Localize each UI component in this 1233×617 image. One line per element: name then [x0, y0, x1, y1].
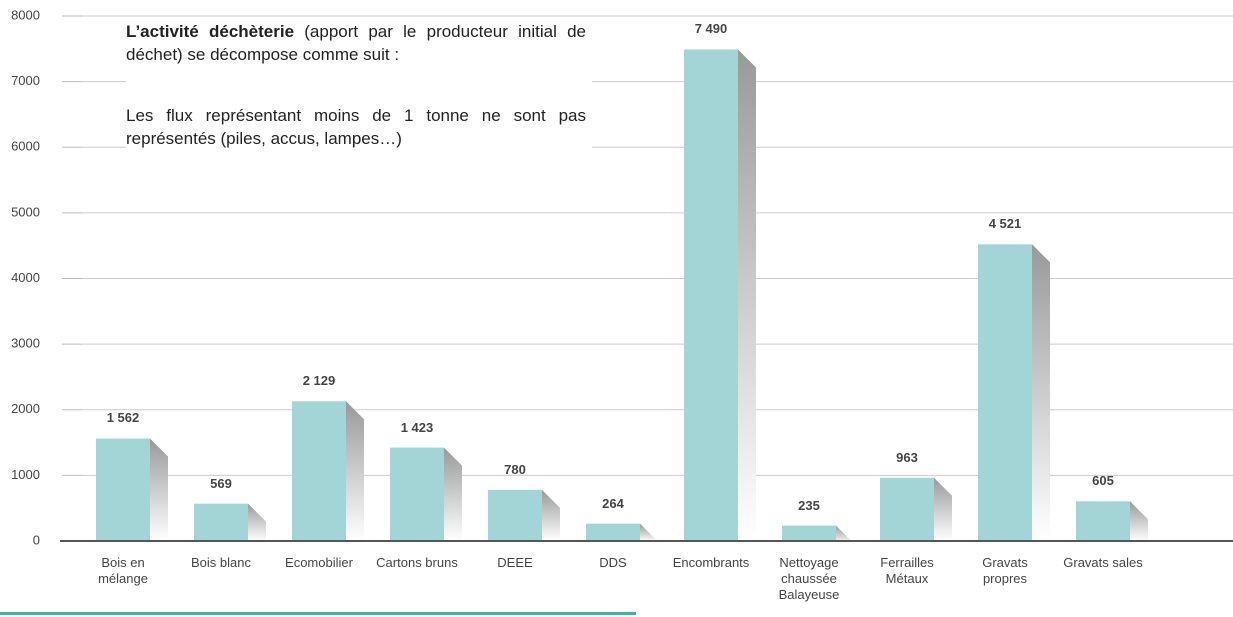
- x-tick-label: Bois en mélange: [98, 555, 148, 586]
- value-label: 7 490: [694, 21, 728, 37]
- y-tick-label: 3000: [11, 336, 40, 351]
- bar: [488, 489, 542, 541]
- accent-line: [0, 612, 636, 615]
- bar-shadow: [934, 477, 952, 541]
- y-tick-label: 8000: [11, 7, 40, 22]
- bar: [978, 244, 1032, 541]
- bar: [1076, 501, 1130, 541]
- value-label: 2 129: [302, 373, 336, 389]
- y-tick-label: 0: [33, 532, 40, 547]
- x-tick-label: Bois blanc: [191, 555, 251, 570]
- annotation-bold: L’activité déchèterie: [126, 22, 295, 41]
- x-tick-label: Ecomobilier: [285, 555, 353, 570]
- value-label: 963: [896, 449, 918, 465]
- y-tick-label: 4000: [11, 270, 40, 285]
- y-tick-label: 6000: [11, 139, 40, 154]
- bar: [96, 438, 150, 541]
- bar: [390, 447, 444, 541]
- bar-shadow: [542, 489, 560, 541]
- bar-shadow: [346, 401, 364, 541]
- x-tick-label: Ferrailles Métaux: [880, 555, 934, 586]
- y-tick-label: 5000: [11, 204, 40, 219]
- annotation: L’activité déchèterie (apport par le pro…: [126, 20, 592, 188]
- bar: [684, 49, 738, 541]
- note: Les flux représentant moins de 1 tonne n…: [126, 106, 586, 148]
- value-label: 780: [504, 461, 526, 477]
- x-tick-label: Gravats propres: [982, 555, 1028, 586]
- x-tick-label: DEEE: [497, 555, 533, 570]
- x-tick-label: DDS: [599, 555, 627, 570]
- x-tick-label: Nettoyage chaussée Balayeuse: [778, 555, 840, 602]
- bar: [586, 523, 640, 541]
- y-tick-label: 2000: [11, 401, 40, 416]
- bar: [782, 525, 836, 541]
- bar: [194, 503, 248, 541]
- bar-shadow: [444, 447, 462, 541]
- bar-shadow: [1032, 244, 1050, 541]
- x-tick-label: Cartons bruns: [376, 555, 458, 570]
- value-label: 605: [1092, 473, 1114, 489]
- y-tick-label: 7000: [11, 73, 40, 88]
- bar-shadow: [248, 503, 266, 541]
- y-tick-label: 1000: [11, 467, 40, 482]
- value-label: 4 521: [988, 216, 1022, 232]
- value-label: 235: [798, 497, 820, 513]
- bar-shadow: [836, 525, 854, 544]
- bar-shadow: [1130, 501, 1148, 541]
- x-tick-label: Encombrants: [672, 555, 750, 570]
- x-tick-label: Gravats sales: [1063, 555, 1143, 570]
- annotation-text: L’activité déchèterie (apport par le pro…: [126, 20, 586, 66]
- bar-shadow: [150, 438, 168, 541]
- value-label: 264: [602, 495, 624, 511]
- value-label: 569: [210, 475, 232, 491]
- bar: [292, 401, 346, 541]
- bar: [880, 477, 934, 541]
- value-label: 1 423: [400, 419, 434, 435]
- bar-shadow: [640, 523, 658, 542]
- bar-shadow: [738, 49, 756, 541]
- annotation-rest: (apport par le producteur initial de déc…: [126, 22, 586, 64]
- value-label: 1 562: [106, 410, 140, 426]
